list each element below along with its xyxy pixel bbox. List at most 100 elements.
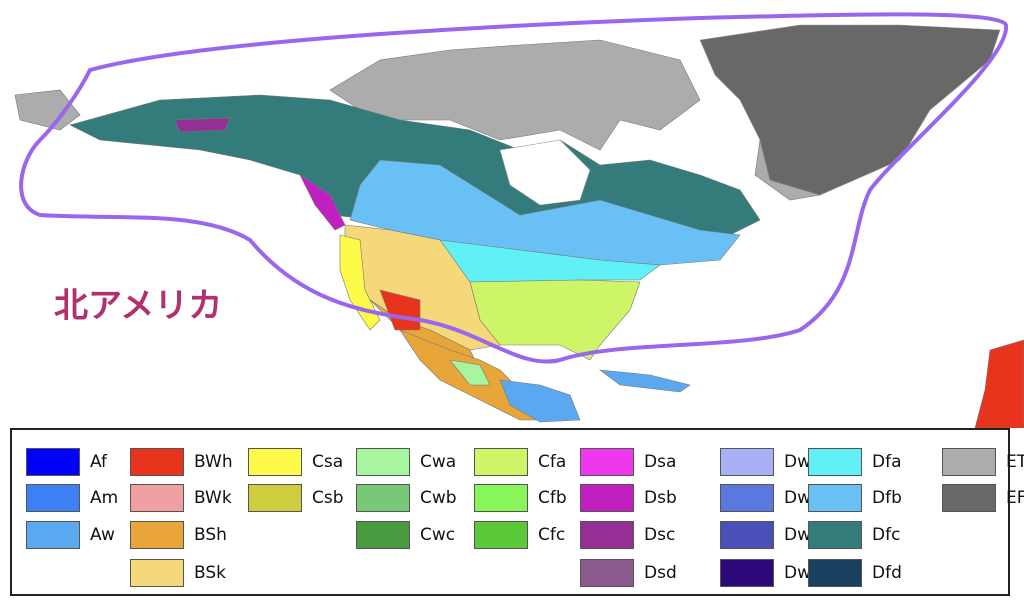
legend-code: ET bbox=[1006, 452, 1024, 472]
legend-code: Dfa bbox=[872, 452, 902, 472]
legend-swatch bbox=[356, 448, 410, 476]
legend-code: Dsc bbox=[644, 525, 676, 545]
legend-swatch bbox=[720, 484, 774, 512]
legend-code: Cfa bbox=[538, 452, 567, 472]
legend-item: Csb bbox=[248, 482, 344, 514]
legend-code: Aw bbox=[90, 525, 115, 545]
legend-swatch bbox=[808, 559, 862, 587]
legend-item: Cwc bbox=[356, 519, 455, 551]
legend-code: Af bbox=[90, 452, 108, 472]
legend-item: Dfa bbox=[808, 446, 902, 478]
legend-code: Csb bbox=[312, 488, 344, 508]
legend-item: Cwb bbox=[356, 482, 457, 514]
legend-code: Cfc bbox=[538, 525, 566, 545]
rockies bbox=[299, 174, 346, 231]
legend-item: Am bbox=[26, 482, 118, 514]
legend-swatch bbox=[26, 448, 80, 476]
legend-swatch bbox=[26, 484, 80, 512]
climate-map bbox=[14, 12, 1024, 428]
legend-code: Cwc bbox=[420, 525, 456, 545]
legend-swatch bbox=[808, 521, 862, 549]
legend-item: Dsb bbox=[580, 482, 677, 514]
legend-code: Cwa bbox=[420, 452, 457, 472]
region-label: 北アメリカ bbox=[54, 286, 223, 326]
arctic-islands bbox=[329, 39, 701, 151]
legend-swatch bbox=[580, 559, 634, 587]
west-coast bbox=[339, 234, 381, 331]
legend-item: Dwd bbox=[720, 557, 822, 589]
legend-item: Dfd bbox=[808, 557, 902, 589]
legend-item: Cfc bbox=[474, 519, 565, 551]
legend-swatch bbox=[474, 448, 528, 476]
hudson-bay bbox=[499, 139, 591, 206]
legend-swatch bbox=[808, 484, 862, 512]
legend-item: Dwa bbox=[720, 446, 821, 478]
legend-swatch bbox=[474, 484, 528, 512]
legend-swatch bbox=[580, 484, 634, 512]
legend-code: EF bbox=[1006, 488, 1024, 508]
legend-item: EF bbox=[942, 482, 1024, 514]
legend-swatch bbox=[130, 448, 184, 476]
legend-swatch bbox=[130, 559, 184, 587]
legend-swatch bbox=[356, 484, 410, 512]
legend-item: Dfb bbox=[808, 482, 902, 514]
legend-swatch bbox=[720, 559, 774, 587]
legend-swatch bbox=[942, 448, 996, 476]
region-outline bbox=[19, 12, 1009, 364]
legend-code: Dsb bbox=[644, 488, 677, 508]
legend-code: Csa bbox=[312, 452, 344, 472]
legend-item: Dfc bbox=[808, 519, 900, 551]
legend-item: Cwa bbox=[356, 446, 456, 478]
legend-item: Aw bbox=[26, 519, 115, 551]
africa-edge bbox=[974, 339, 1024, 428]
legend-code: BSk bbox=[194, 563, 226, 583]
caribbean bbox=[598, 369, 691, 393]
legend-code: BSh bbox=[194, 525, 227, 545]
legend-code: Dfc bbox=[872, 525, 901, 545]
legend-item: Af bbox=[26, 446, 107, 478]
legend-swatch bbox=[248, 484, 302, 512]
legend-item: Dwc bbox=[720, 519, 820, 551]
legend-swatch bbox=[580, 448, 634, 476]
legend-item: Dsd bbox=[580, 557, 677, 589]
legend-code: Cfb bbox=[538, 488, 567, 508]
legend-swatch bbox=[356, 521, 410, 549]
legend-item: Dsa bbox=[580, 446, 676, 478]
legend-item: Cfa bbox=[474, 446, 566, 478]
legend-item: BSk bbox=[130, 557, 226, 589]
legend-swatch bbox=[808, 448, 862, 476]
legend-code: BWk bbox=[194, 488, 232, 508]
legend-swatch bbox=[720, 521, 774, 549]
legend-code: Dfb bbox=[872, 488, 902, 508]
legend-item: Dwb bbox=[720, 482, 822, 514]
mexico-highland bbox=[449, 359, 491, 386]
canada-south bbox=[349, 159, 741, 266]
legend-code: Dfd bbox=[872, 563, 902, 583]
legend-code: Am bbox=[90, 488, 119, 508]
legend-swatch bbox=[580, 521, 634, 549]
legend-swatch bbox=[720, 448, 774, 476]
legend-swatch bbox=[130, 484, 184, 512]
alaska-tundra bbox=[14, 89, 81, 131]
legend-item: Csa bbox=[248, 446, 343, 478]
land bbox=[14, 24, 1024, 428]
legend-item: BWh bbox=[130, 446, 233, 478]
legend-code: Dsd bbox=[644, 563, 677, 583]
legend-swatch bbox=[26, 521, 80, 549]
legend-item: BWk bbox=[130, 482, 232, 514]
legend-code: Dsa bbox=[644, 452, 677, 472]
legend-swatch bbox=[248, 448, 302, 476]
legend-item: BSh bbox=[130, 519, 227, 551]
greenland bbox=[699, 24, 1001, 196]
legend-swatch bbox=[474, 521, 528, 549]
legend-code: Cwb bbox=[420, 488, 457, 508]
mexico-south bbox=[499, 379, 581, 423]
greenland-edge bbox=[754, 139, 821, 201]
alaska-coast bbox=[174, 117, 231, 133]
legend-swatch bbox=[942, 484, 996, 512]
legend-item: Dsc bbox=[580, 519, 675, 551]
legend-item: Cfb bbox=[474, 482, 567, 514]
legend-item: ET bbox=[942, 446, 1024, 478]
legend-code: BWh bbox=[194, 452, 233, 472]
